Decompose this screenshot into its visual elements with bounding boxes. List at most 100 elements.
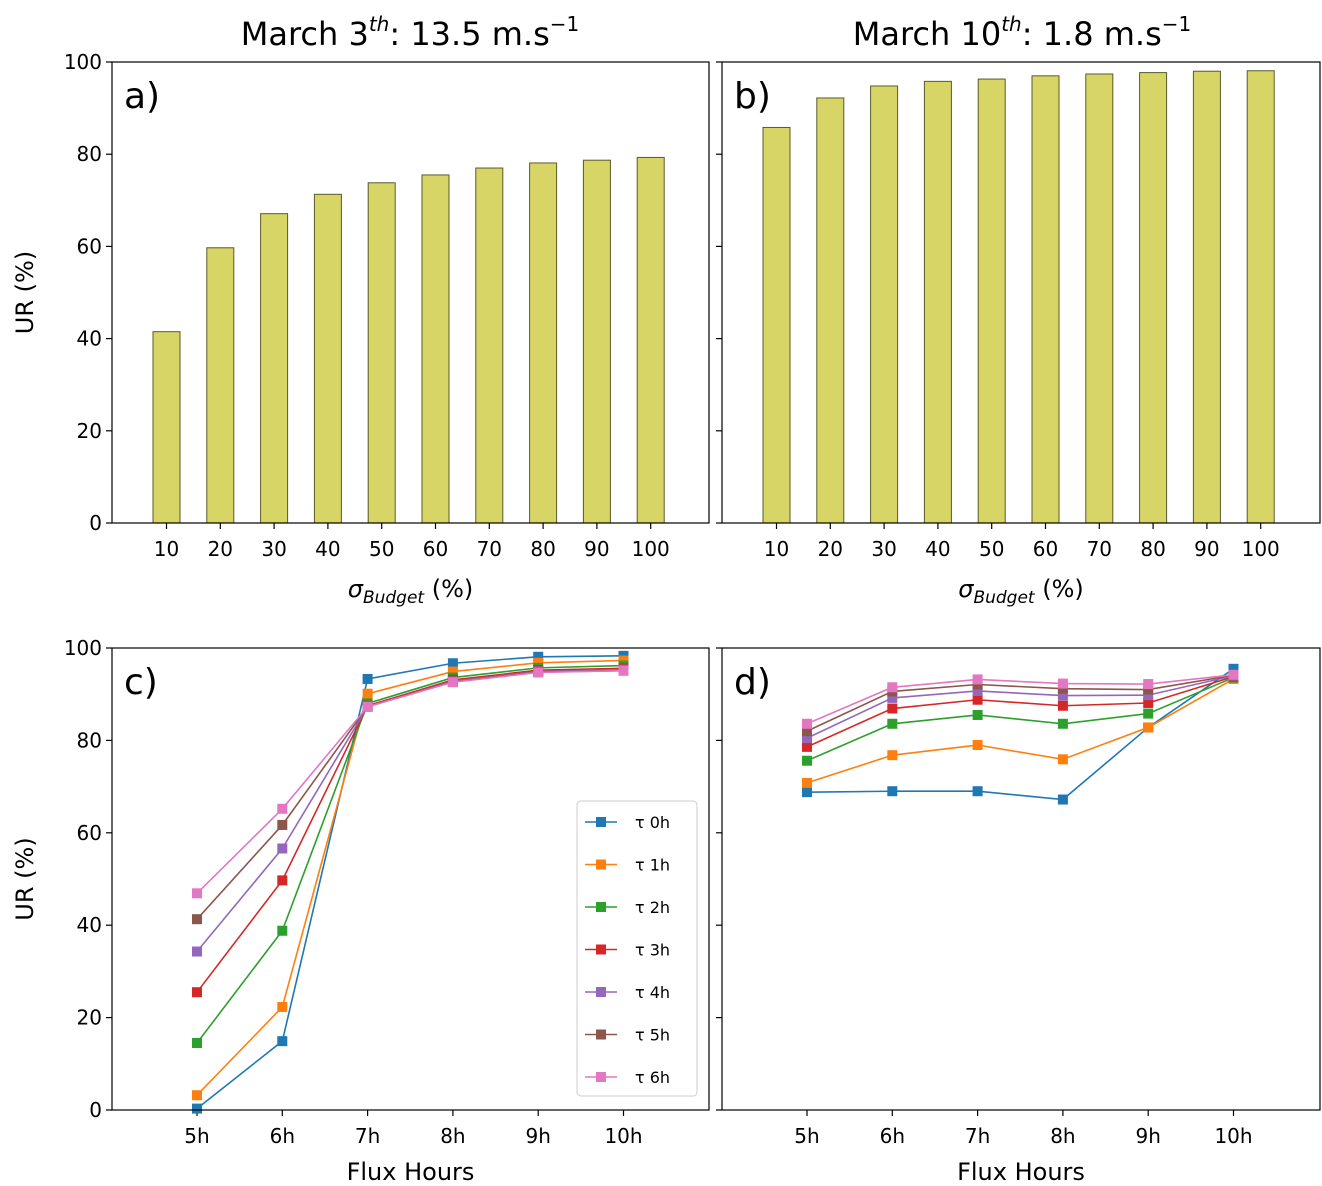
data-point: [1143, 679, 1154, 690]
x-tick-label: 7h: [355, 1124, 380, 1148]
data-point: [192, 946, 202, 957]
data-point: [972, 674, 983, 685]
data-point: [972, 679, 983, 690]
data-point: [887, 750, 898, 761]
x-tick-label: 70: [1087, 537, 1112, 561]
data-point: [972, 786, 983, 797]
data-point: [533, 667, 544, 678]
x-tick-label: 5h: [184, 1124, 209, 1148]
panel-label: c): [124, 662, 158, 703]
data-point: [277, 843, 288, 854]
bar: [870, 85, 899, 524]
x-tick-label: 8h: [440, 1124, 465, 1148]
data-point: [447, 677, 458, 688]
legend: τ 0h τ 1h τ 2h τ 3h τ 4h τ 5h τ 6h: [576, 800, 698, 1097]
data-point: [192, 1038, 202, 1049]
y-tick-label: 60: [77, 821, 102, 845]
series-line: [196, 667, 624, 993]
data-point: [618, 665, 629, 676]
x-tick-label: 6h: [880, 1124, 905, 1148]
bar: [313, 193, 342, 524]
bar: [1031, 75, 1060, 524]
legend-marker: [596, 859, 606, 870]
bar: [1085, 73, 1114, 524]
series-line: [806, 678, 1234, 784]
bar: [529, 162, 558, 524]
data-point: [802, 755, 812, 766]
data-point: [618, 655, 629, 666]
x-tick-label: 90: [584, 537, 609, 561]
legend-marker: [596, 817, 606, 827]
data-point: [1143, 684, 1154, 695]
bar: [260, 213, 289, 524]
series-line: [196, 669, 624, 920]
data-point: [1143, 690, 1154, 701]
y-tick-label: 80: [77, 142, 102, 166]
legend-marker: [596, 987, 606, 997]
x-tick-label: 10h: [604, 1124, 642, 1148]
legend-marker: [596, 902, 606, 912]
panel-b: 10 20 30 40 50 60 70 80 90 100 σBudget (%) b): [716, 61, 1321, 608]
x-tick-label: 50: [369, 537, 394, 561]
x-tick-label: 7h: [965, 1124, 990, 1148]
legend-marker: [596, 1029, 606, 1040]
data-point: [972, 709, 983, 720]
data-point: [1057, 794, 1068, 805]
data-point: [887, 718, 898, 729]
data-point: [277, 1001, 288, 1012]
data-point: [802, 733, 812, 744]
data-point: [192, 987, 202, 998]
y-tick-label: 60: [77, 234, 102, 258]
bar: [816, 97, 845, 524]
plot-frame: [111, 647, 710, 1111]
bar: [923, 80, 952, 524]
x-axis-label-subscript: Budget: [363, 588, 425, 608]
bar: [1246, 70, 1275, 524]
x-axis-label-unit: (%): [424, 575, 473, 603]
bar: [582, 159, 611, 524]
data-point: [1143, 697, 1154, 708]
data-point: [887, 786, 898, 797]
data-point: [447, 666, 458, 677]
x-tick-label: 6h: [270, 1124, 295, 1148]
title-panel-b: March 10th: 1.8 m.s−1: [853, 12, 1191, 53]
title-panel-a: March 3th: 13.5 m.s−1: [241, 12, 579, 53]
x-tick-label: 20: [208, 537, 233, 561]
x-tick-label: 5h: [794, 1124, 819, 1148]
data-point: [972, 685, 983, 696]
panel-d: 5h 6h 7h 8h 9h 10h Flux Hours d): [716, 647, 1321, 1186]
data-point: [887, 682, 898, 693]
data-point: [1143, 722, 1154, 733]
x-tick-label: 90: [1194, 537, 1219, 561]
x-tick-label: 10: [764, 537, 789, 561]
x-axis-label-unit: (%): [1035, 575, 1084, 603]
data-point: [1057, 690, 1068, 701]
bar: [636, 156, 665, 524]
legend-label: τ 3h: [635, 941, 670, 960]
panel-c: 0 20 40 60 80 100 UR (%) 5h 6h 7h 8h 9h 10h Flux Hour…: [11, 636, 710, 1186]
x-tick-label: 40: [315, 537, 340, 561]
bar: [152, 331, 181, 524]
data-point: [972, 694, 983, 705]
x-tick-label: 9h: [525, 1124, 550, 1148]
x-tick-label: 50: [979, 537, 1004, 561]
data-point: [1228, 669, 1239, 680]
bar: [421, 174, 450, 524]
x-tick-label: 80: [1140, 537, 1165, 561]
data-point: [192, 888, 202, 899]
series-line: [806, 675, 1234, 748]
legend-label: τ 0h: [635, 813, 670, 832]
y-tick-label: 40: [77, 327, 102, 351]
data-point: [277, 875, 288, 886]
data-point: [533, 651, 544, 662]
data-point: [277, 803, 288, 814]
y-tick-label: 20: [77, 419, 102, 443]
legend-label: τ 2h: [635, 898, 670, 917]
data-point: [192, 914, 202, 925]
x-axis-label: Flux Hours: [957, 1158, 1085, 1186]
data-point: [277, 1036, 288, 1047]
plot-frame: [111, 61, 710, 524]
data-point: [277, 925, 288, 936]
y-tick-label: 40: [77, 913, 102, 937]
x-tick-label: 80: [530, 537, 555, 561]
